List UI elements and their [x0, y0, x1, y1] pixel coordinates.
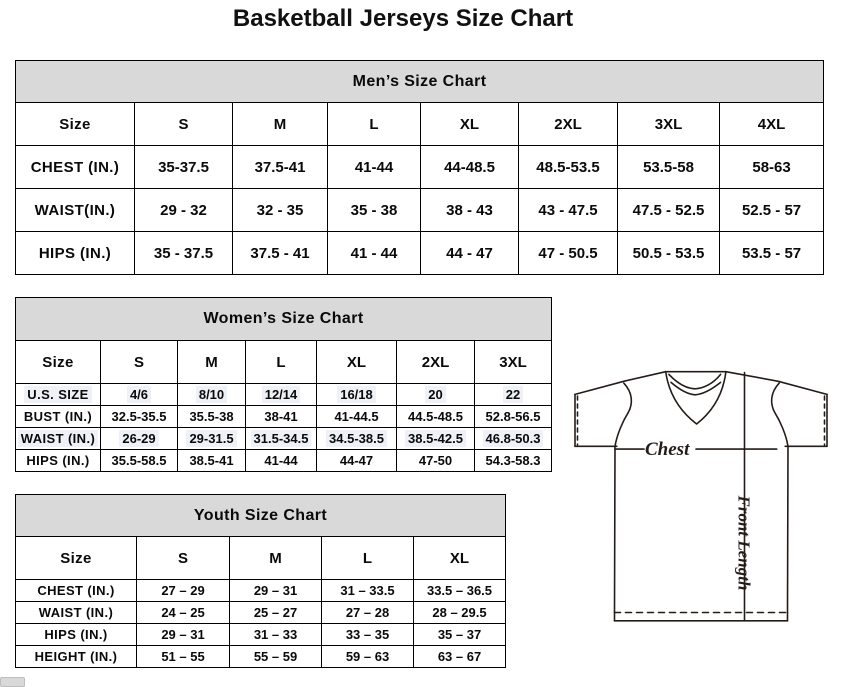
svg-text:Front Length: Front Length: [735, 495, 754, 591]
svg-text:Chest: Chest: [645, 439, 690, 460]
